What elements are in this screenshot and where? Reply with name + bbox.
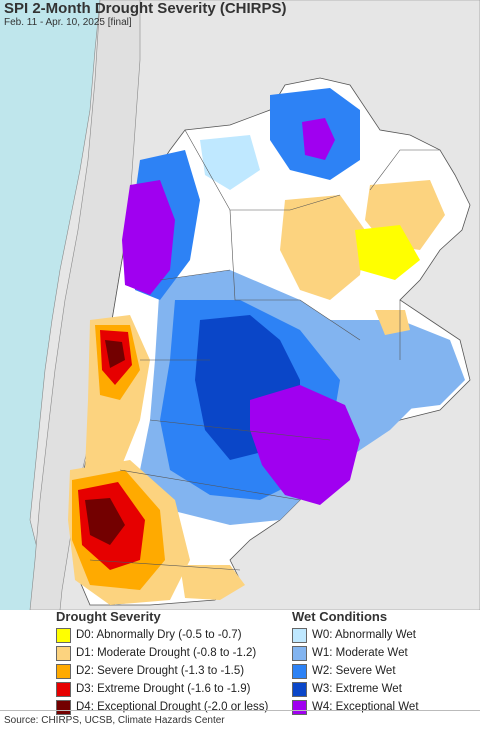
legend-label-w2: W2: Severe Wet [312, 665, 396, 677]
legend-label-w4: W4: Exceptional Wet [312, 701, 419, 713]
wet-legend-heading: Wet Conditions [292, 609, 388, 624]
chile-strip [29, 0, 141, 610]
legend-swatch-d1 [56, 645, 71, 661]
legend-swatch-d4 [56, 699, 71, 715]
map-title: SPI 2-Month Drought Severity (CHIRPS) [4, 0, 287, 17]
legend-item-w3: W3: Extreme Wet [292, 680, 419, 698]
d1-south [180, 565, 245, 600]
drought-map [0, 0, 480, 610]
d1-east [375, 310, 410, 335]
drought-legend: D0: Abnormally Dry (-0.5 to -0.7) D1: Mo… [56, 626, 268, 716]
admin-boundaries [89, 129, 440, 571]
footer-divider [0, 710, 480, 711]
legend-item-w1: W1: Moderate Wet [292, 644, 419, 662]
drought-legend-heading: Drought Severity [56, 609, 161, 624]
legend-label-d3: D3: Extreme Drought (-1.6 to -1.9) [76, 683, 251, 695]
legend-swatch-w4 [292, 699, 307, 715]
map-subtitle: Feb. 11 - Apr. 10, 2025 [final] [4, 17, 132, 28]
legend-label-d4: D4: Exceptional Drought (-2.0 or less) [76, 701, 269, 713]
w4-central [250, 385, 360, 505]
legend-swatch-w0 [292, 627, 307, 643]
legend-label-d0: D0: Abnormally Dry (-0.5 to -0.7) [76, 629, 242, 641]
d4-southwest [85, 498, 125, 545]
source-credit: Source: CHIRPS, UCSB, Climate Hazards Ce… [4, 715, 225, 726]
w4-northwest [122, 180, 175, 295]
legend-swatch-w2 [292, 663, 307, 679]
legend-item-w4: W4: Exceptional Wet [292, 698, 419, 716]
legend-swatch-d0 [56, 627, 71, 643]
legend-swatch-w1 [292, 645, 307, 661]
legend-label-d2: D2: Severe Drought (-1.3 to -1.5) [76, 665, 245, 677]
legend-item-d1: D1: Moderate Drought (-0.8 to -1.2) [56, 644, 268, 662]
legend-swatch-w3 [292, 681, 307, 697]
legend-item-d0: D0: Abnormally Dry (-0.5 to -0.7) [56, 626, 268, 644]
legend-item-d3: D3: Extreme Drought (-1.6 to -1.9) [56, 680, 268, 698]
legend-item-w2: W2: Severe Wet [292, 662, 419, 680]
legend-item-w0: W0: Abnormally Wet [292, 626, 419, 644]
legend-item-d4: D4: Exceptional Drought (-2.0 or less) [56, 698, 268, 716]
w4-north [302, 118, 335, 160]
legend-label-w1: W1: Moderate Wet [312, 647, 408, 659]
legend-label-w0: W0: Abnormally Wet [312, 629, 416, 641]
wet-legend: W0: Abnormally Wet W1: Moderate Wet W2: … [292, 626, 419, 716]
w1-east [330, 320, 465, 410]
legend-item-d2: D2: Severe Drought (-1.3 to -1.5) [56, 662, 268, 680]
legend-label-w3: W3: Extreme Wet [312, 683, 402, 695]
d1-north [280, 195, 365, 300]
legend-swatch-d2 [56, 663, 71, 679]
legend-label-d1: D1: Moderate Drought (-0.8 to -1.2) [76, 647, 257, 659]
legend-swatch-d3 [56, 681, 71, 697]
w0-scattered [200, 135, 260, 190]
d4-west [105, 340, 125, 368]
d0-northeast [355, 225, 420, 280]
